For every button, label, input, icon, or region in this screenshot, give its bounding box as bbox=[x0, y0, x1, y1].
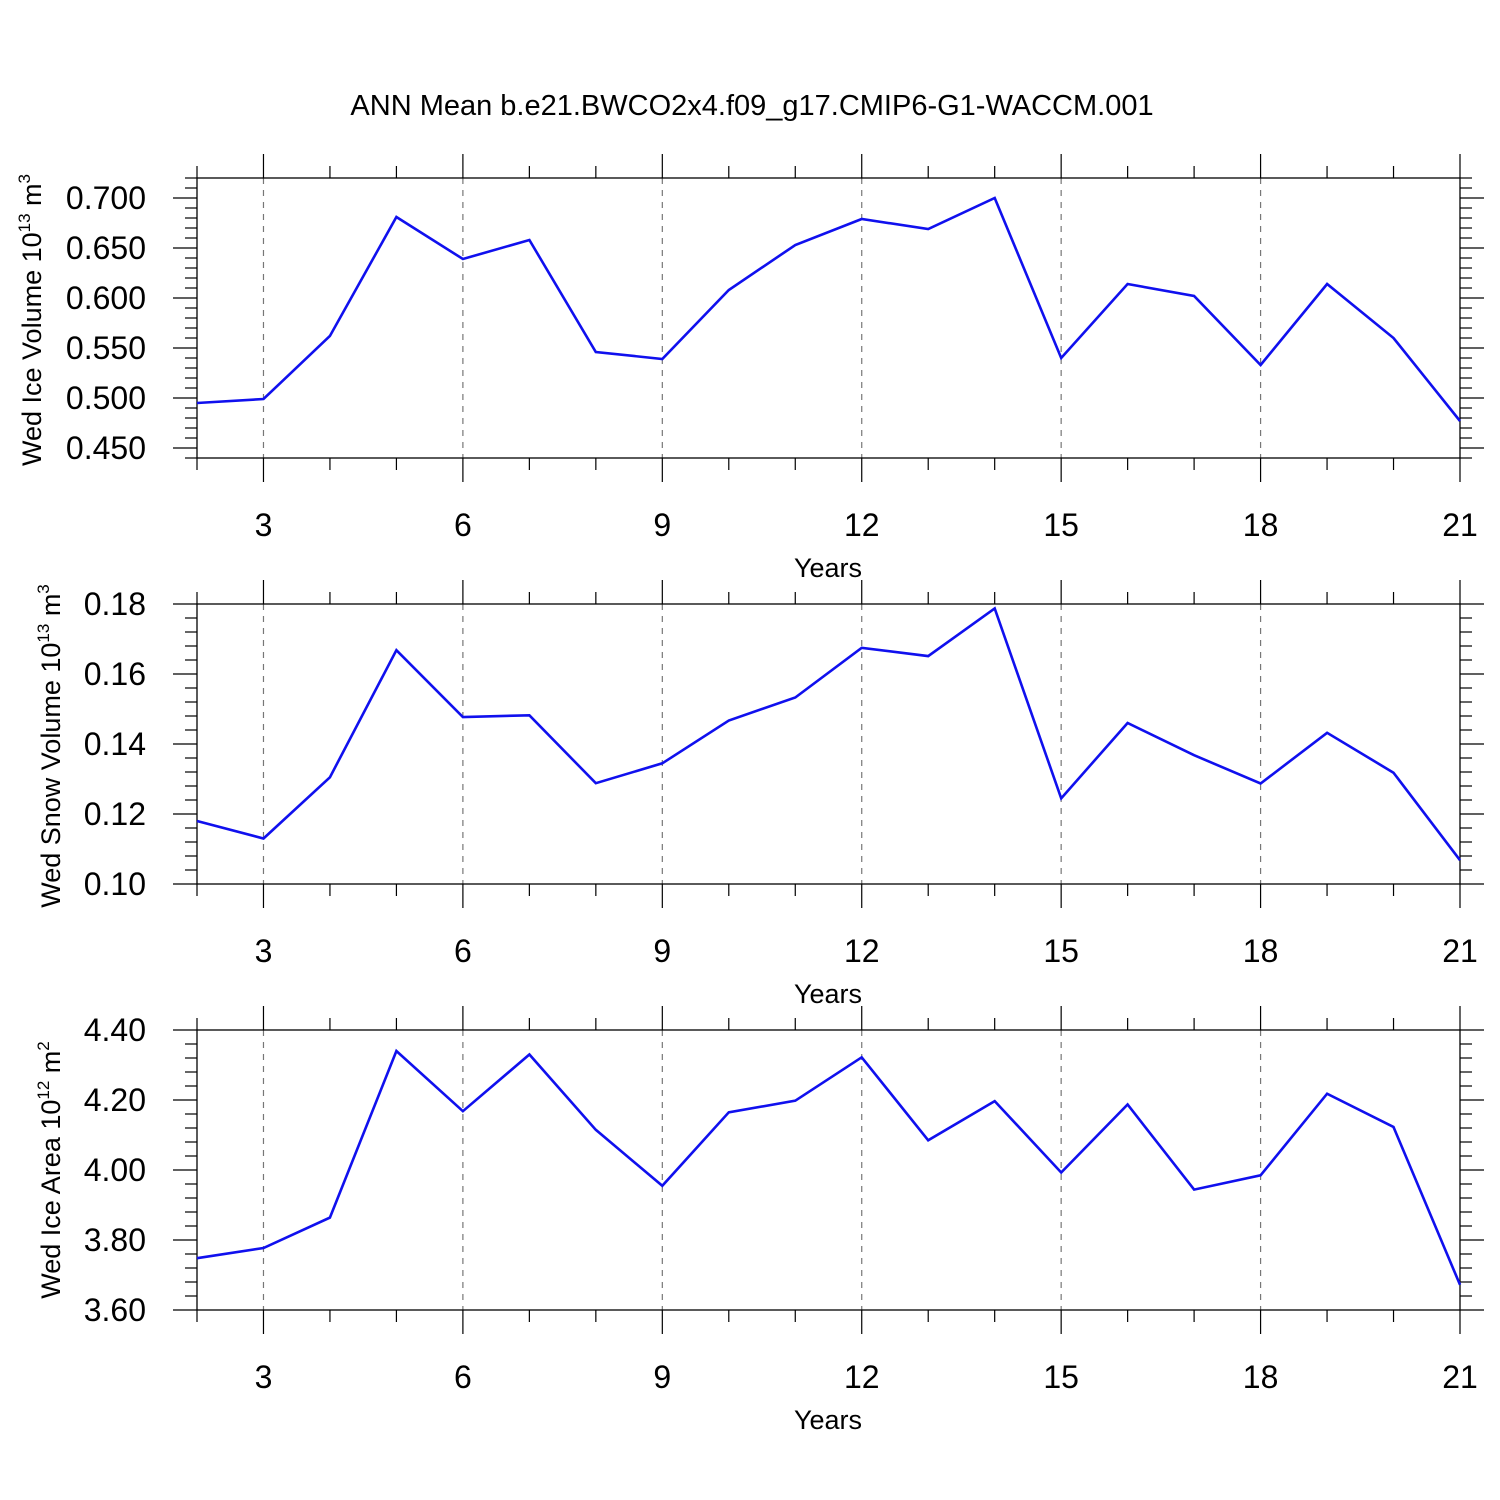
x-tick-label: 6 bbox=[454, 1359, 472, 1395]
x-tick-label: 6 bbox=[454, 507, 472, 543]
x-axis-title: Years bbox=[794, 1405, 862, 1435]
x-tick-label: 12 bbox=[844, 1359, 880, 1395]
chart-panels: 0.450 0.500 0.550 0.600 0.650 0.700 3 6 9 12 15 18 2… bbox=[15, 154, 1484, 1435]
series-line bbox=[196, 1048, 1462, 1286]
y-tick-label: 0.550 bbox=[66, 330, 146, 366]
x-tick-label: 3 bbox=[255, 507, 273, 543]
y-tick-label: 0.650 bbox=[66, 230, 146, 266]
x-tick-label: 3 bbox=[255, 1359, 273, 1395]
y-axis-title: Wed Ice Volume 1013 m3 bbox=[15, 174, 47, 466]
x-tick-label: 12 bbox=[844, 933, 880, 969]
figure-title: ANN Mean b.e21.BWCO2x4.f09_g17.CMIP6-G1-… bbox=[350, 90, 1153, 122]
y-tick-label: 0.12 bbox=[84, 796, 146, 832]
x-tick-label: 21 bbox=[1442, 933, 1478, 969]
chart-panel-2: 0.10 0.12 0.14 0.16 0.18 3 6 9 12 15 18 21 Years Wed … bbox=[34, 580, 1484, 1009]
y-tick-label: 0.600 bbox=[66, 280, 146, 316]
x-tick-label: 15 bbox=[1043, 1359, 1079, 1395]
y-tick-label: 0.500 bbox=[66, 380, 146, 416]
x-tick-label: 12 bbox=[844, 507, 880, 543]
x-tick-label: 18 bbox=[1243, 933, 1279, 969]
x-tick-label: 6 bbox=[454, 933, 472, 969]
x-tick-label: 9 bbox=[653, 933, 671, 969]
chart-panel-3: 3.60 3.80 4.00 4.20 4.40 3 6 9 12 15 18 21 Years Wed … bbox=[34, 1006, 1484, 1435]
x-axis-title: Years bbox=[794, 553, 862, 583]
x-tick-label: 18 bbox=[1243, 1359, 1279, 1395]
x-tick-label: 21 bbox=[1442, 507, 1478, 543]
chart-panel-1: 0.450 0.500 0.550 0.600 0.650 0.700 3 6 9 12 15 18 2… bbox=[15, 154, 1484, 583]
series-line bbox=[196, 606, 1462, 861]
y-axis-title: Wed Ice Area 1012 m2 bbox=[34, 1041, 66, 1299]
y-tick-label: 0.14 bbox=[84, 726, 146, 762]
y-axis-title: Wed Snow Volume 1013 m3 bbox=[34, 584, 66, 908]
x-tick-label: 18 bbox=[1243, 507, 1279, 543]
plot-frame bbox=[196, 603, 1461, 885]
y-tick-label: 0.450 bbox=[66, 430, 146, 466]
y-tick-label: 4.00 bbox=[84, 1152, 146, 1188]
plot-frame bbox=[196, 1029, 1461, 1311]
x-tick-label: 3 bbox=[255, 933, 273, 969]
y-tick-label: 3.60 bbox=[84, 1292, 146, 1328]
y-tick-label: 4.20 bbox=[84, 1082, 146, 1118]
y-tick-label: 3.80 bbox=[84, 1222, 146, 1258]
y-tick-label: 0.10 bbox=[84, 866, 146, 902]
y-tick-label: 0.700 bbox=[66, 180, 146, 216]
x-tick-label: 15 bbox=[1043, 507, 1079, 543]
series-line bbox=[196, 196, 1462, 422]
x-axis-title: Years bbox=[794, 979, 862, 1009]
x-tick-label: 9 bbox=[653, 507, 671, 543]
plot-frame bbox=[196, 177, 1461, 459]
x-tick-label: 9 bbox=[653, 1359, 671, 1395]
y-tick-label: 4.40 bbox=[84, 1012, 146, 1048]
y-tick-label: 0.18 bbox=[84, 586, 146, 622]
y-tick-label: 0.16 bbox=[84, 656, 146, 692]
x-tick-label: 15 bbox=[1043, 933, 1079, 969]
x-tick-label: 21 bbox=[1442, 1359, 1478, 1395]
